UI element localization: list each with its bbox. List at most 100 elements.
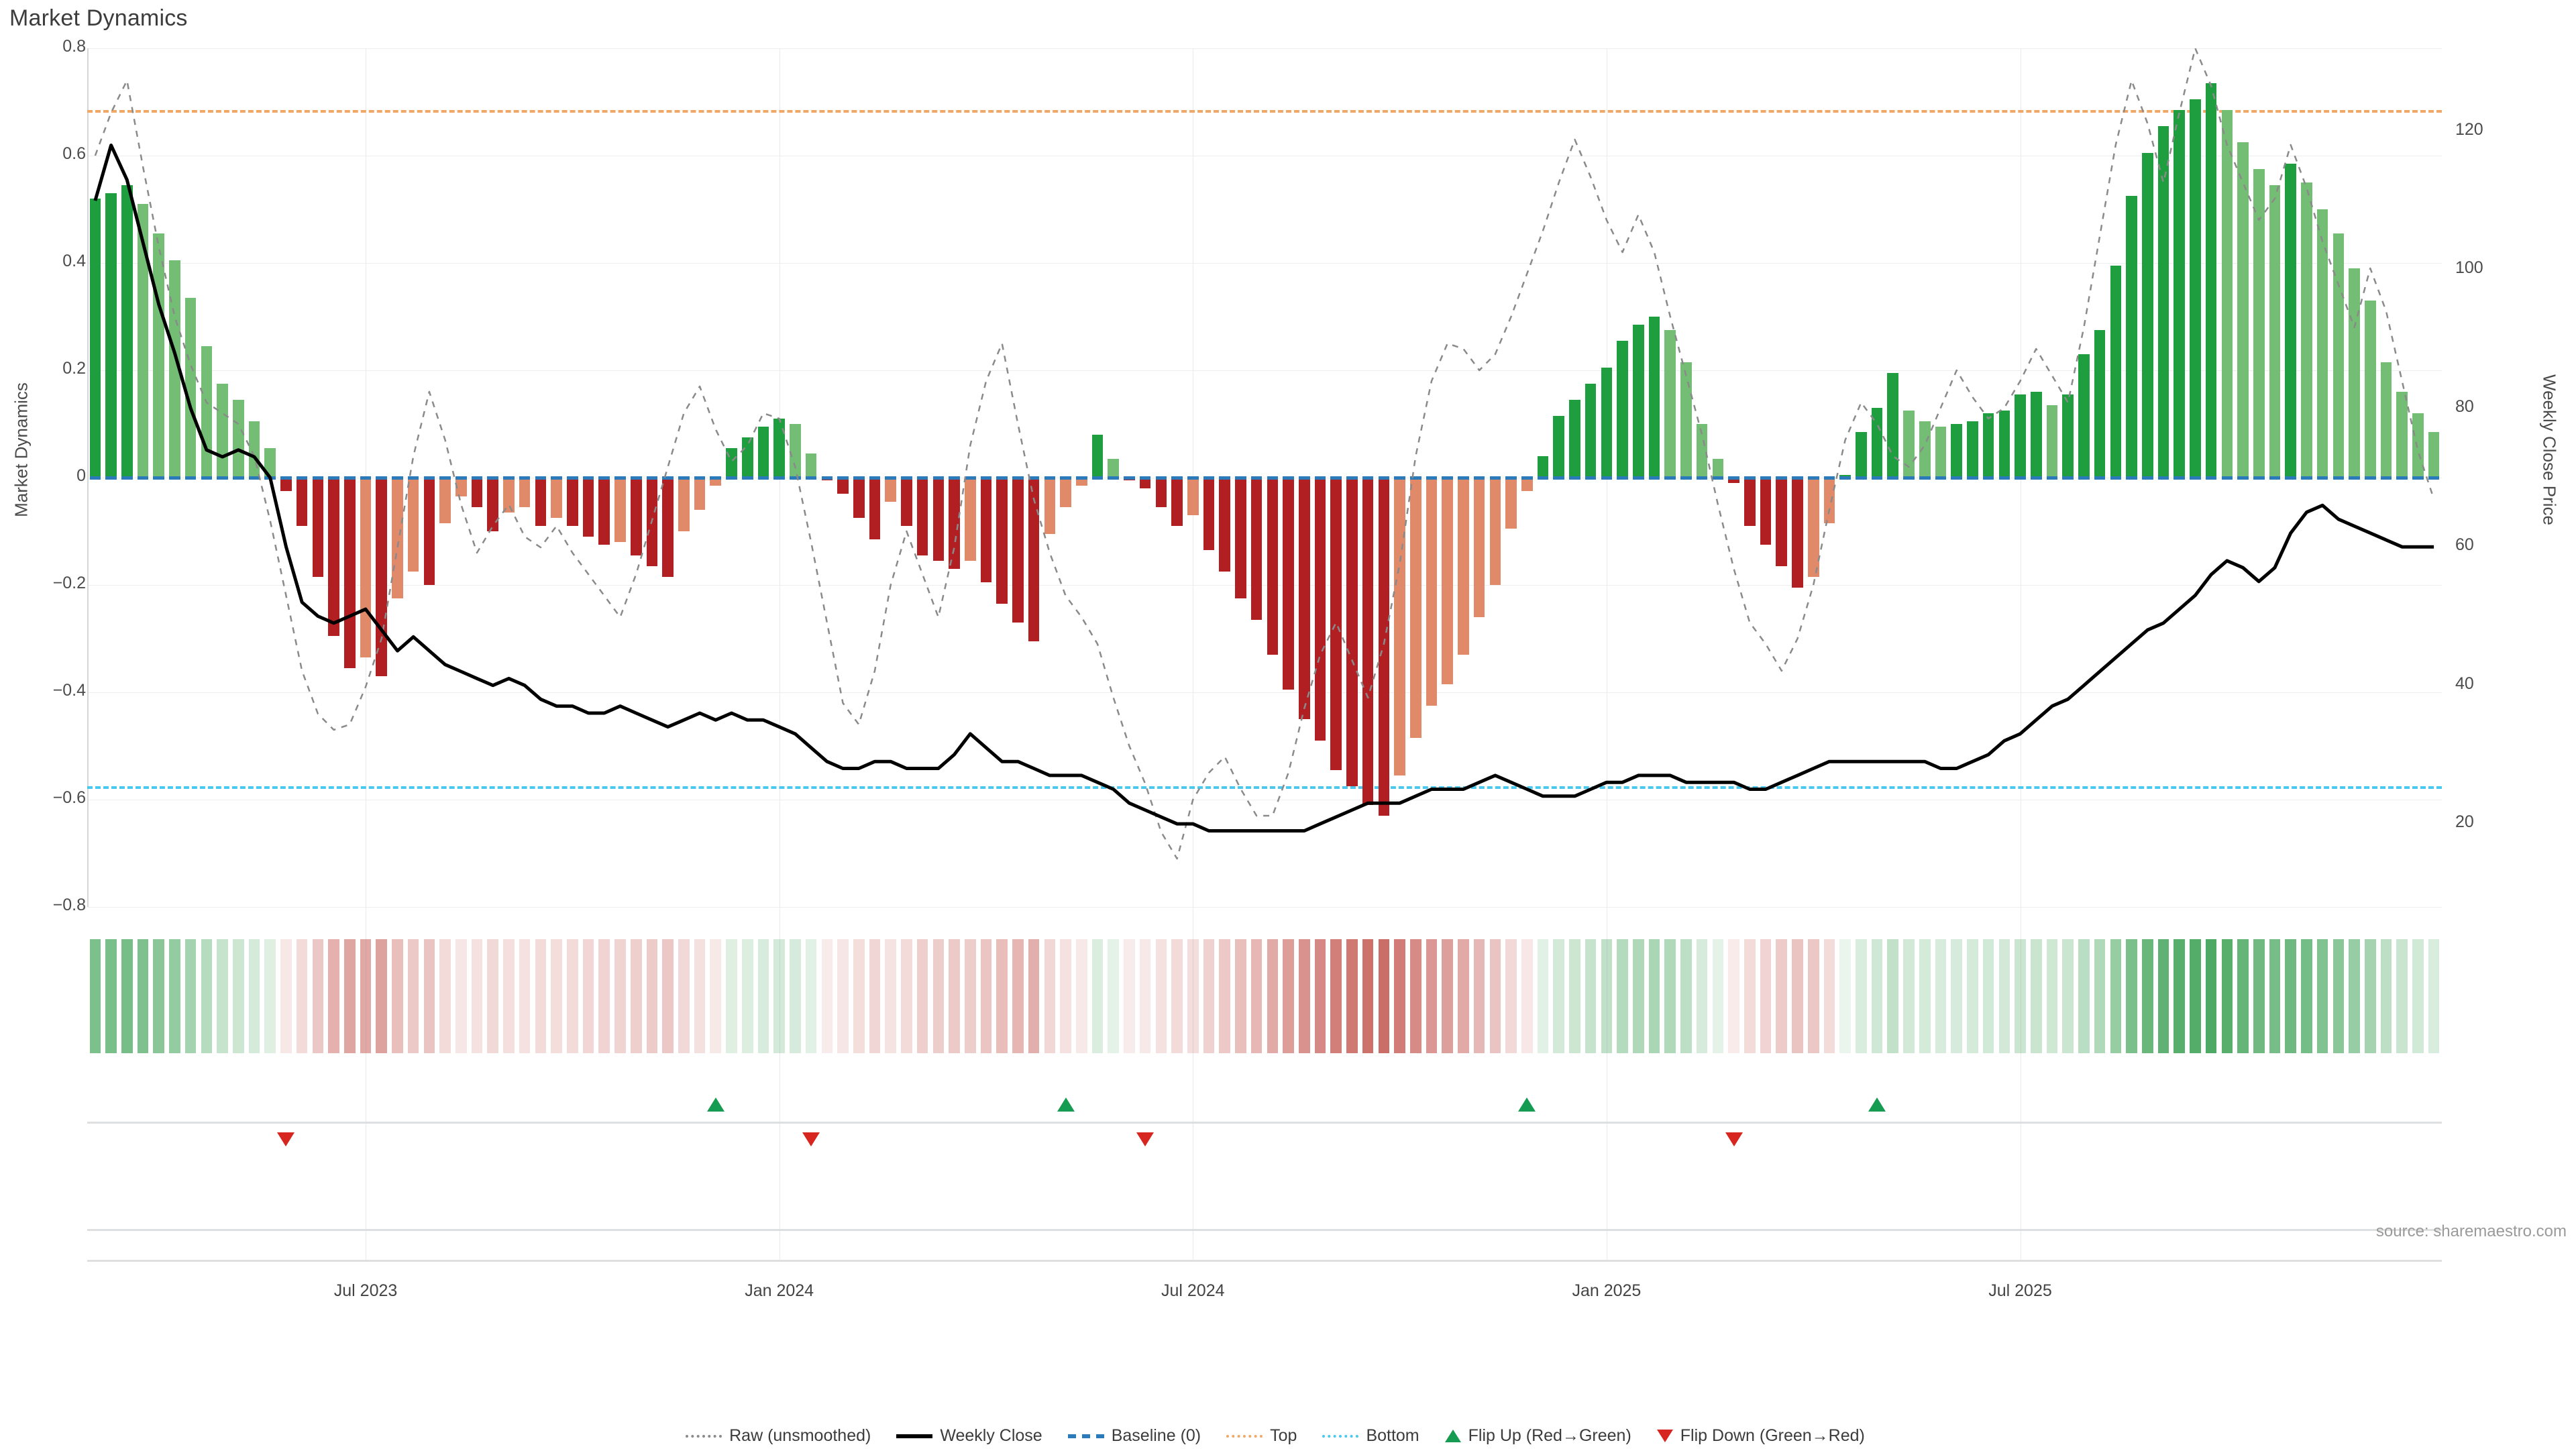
baseline-segment xyxy=(455,476,467,480)
heatmap-cell xyxy=(1728,939,1739,1053)
bar xyxy=(980,478,992,582)
y-axis-left-tick: 0.8 xyxy=(62,37,86,56)
legend-item[interactable]: Flip Up (Red→Green) xyxy=(1444,1426,1631,1446)
legend-item[interactable]: Bottom xyxy=(1322,1426,1419,1446)
bar xyxy=(885,478,896,502)
bar xyxy=(1919,421,1931,478)
baseline-segment xyxy=(2253,476,2265,480)
legend-item[interactable]: Flip Down (Green→Red) xyxy=(1656,1426,1865,1446)
bar xyxy=(567,478,578,526)
baseline-segment xyxy=(439,476,451,480)
bar xyxy=(2428,432,2440,478)
flip-up-marker[interactable] xyxy=(1868,1097,1886,1112)
legend-item[interactable]: Raw (unsmoothed) xyxy=(686,1426,871,1446)
bar xyxy=(1283,478,1294,690)
dotted-line-orange-icon xyxy=(1226,1434,1263,1438)
heatmap-cell xyxy=(1951,939,1962,1053)
bar xyxy=(1696,424,1708,478)
heatmap-cell xyxy=(1394,939,1405,1053)
heatmap-cell xyxy=(773,939,785,1053)
baseline-segment xyxy=(201,476,213,480)
baseline-segment xyxy=(487,476,499,480)
legend-item[interactable]: Baseline (0) xyxy=(1067,1426,1201,1446)
bar xyxy=(1712,459,1724,478)
bar xyxy=(1394,478,1405,775)
baseline-segment xyxy=(376,476,388,480)
baseline-segment xyxy=(949,476,960,480)
heatmap-cell xyxy=(2349,939,2360,1053)
bar xyxy=(2364,301,2376,478)
bar xyxy=(184,298,197,478)
legend-item[interactable]: Weekly Close xyxy=(896,1426,1042,1446)
baseline-segment xyxy=(932,476,945,480)
heatmap-cell xyxy=(535,939,547,1053)
heatmap-cell xyxy=(360,939,372,1053)
baseline-segment xyxy=(869,476,881,480)
flip-down-marker[interactable] xyxy=(1725,1132,1743,1146)
legend-item[interactable]: Top xyxy=(1226,1426,1297,1446)
bar xyxy=(1601,368,1613,478)
heatmap-cell xyxy=(1489,939,1501,1053)
heatmap-cell xyxy=(1250,939,1263,1053)
heatmap-cell xyxy=(169,939,180,1053)
baseline-segment xyxy=(2364,476,2376,480)
flip-up-marker[interactable] xyxy=(706,1097,724,1112)
flip-up-marker[interactable] xyxy=(1057,1097,1075,1112)
heatmap-cell xyxy=(121,939,133,1053)
heatmap-cell xyxy=(137,939,149,1053)
flip-down-marker[interactable] xyxy=(1136,1132,1155,1146)
heatmap-cell xyxy=(853,939,865,1053)
heatmap-cell xyxy=(2094,939,2106,1053)
heatmap-cell xyxy=(2364,939,2376,1053)
bar xyxy=(280,478,292,491)
bar xyxy=(1967,421,1978,478)
y-axis-left-tick: 0 xyxy=(76,466,86,485)
heatmap-cell xyxy=(1807,939,1819,1053)
baseline-segment xyxy=(2269,476,2281,480)
heatmap-cell xyxy=(1091,939,1104,1053)
baseline-segment xyxy=(535,476,547,480)
y-axis-right-tick: 40 xyxy=(2455,674,2474,693)
bar xyxy=(614,478,626,542)
bar xyxy=(439,478,451,523)
heatmap-cell xyxy=(1648,939,1660,1053)
legend-label: Flip Down (Green→Red) xyxy=(1680,1426,1865,1445)
baseline-segment xyxy=(1108,476,1119,480)
legend-label: Weekly Close xyxy=(940,1426,1042,1445)
heatmap-cell xyxy=(407,939,419,1053)
baseline-segment xyxy=(646,476,658,480)
baseline-segment xyxy=(1235,476,1246,480)
bar xyxy=(248,421,260,478)
bar xyxy=(598,478,610,545)
bar xyxy=(1187,478,1199,515)
bar xyxy=(2078,354,2090,478)
baseline-segment xyxy=(2078,476,2090,480)
bar xyxy=(360,478,372,657)
baseline-segment xyxy=(233,476,244,480)
bar xyxy=(105,193,117,478)
heatmap-cell xyxy=(980,939,992,1053)
heatmap-cell xyxy=(1856,939,1867,1053)
bar xyxy=(471,478,483,507)
bar xyxy=(2301,182,2312,478)
baseline-segment xyxy=(1871,476,1883,480)
bar xyxy=(487,478,499,531)
heatmap-cell xyxy=(2412,939,2424,1053)
baseline-segment xyxy=(1044,476,1056,480)
flip-down-marker[interactable] xyxy=(802,1132,820,1146)
bar xyxy=(678,478,690,531)
baseline-segment xyxy=(89,476,101,480)
bar xyxy=(2316,209,2328,478)
baseline-segment xyxy=(217,476,228,480)
baseline-segment xyxy=(821,476,833,480)
heatmap-cell xyxy=(1108,939,1119,1053)
bar xyxy=(233,400,244,478)
y-axis-left-spine xyxy=(87,48,89,907)
bar xyxy=(423,478,435,585)
baseline-segment xyxy=(423,476,435,480)
flip-down-marker[interactable] xyxy=(277,1132,295,1146)
heatmap-cell xyxy=(201,939,213,1053)
flip-up-marker[interactable] xyxy=(1518,1097,1536,1112)
baseline-segment xyxy=(407,476,419,480)
baseline-segment xyxy=(169,476,180,480)
